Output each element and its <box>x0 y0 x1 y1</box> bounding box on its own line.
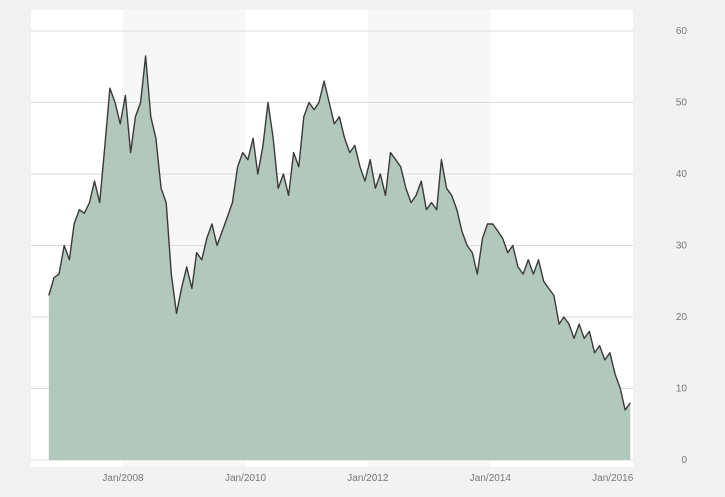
x-axis: Jan/2008 Jan/2010 Jan/2012 Jan/2014 Jan/2016 <box>102 473 633 484</box>
y-axis-right: 0 10 20 30 40 50 60 <box>676 26 688 466</box>
x-tick-label: Jan/2012 <box>347 473 389 484</box>
series-area <box>48 56 631 460</box>
x-tick-label: Jan/2016 <box>592 473 634 484</box>
y-tick-label: 30 <box>676 241 688 252</box>
y-tick-label: 40 <box>676 169 688 180</box>
y-tick-label: 0 <box>681 455 687 466</box>
series-line <box>48 55 631 411</box>
x-tick-label: Jan/2008 <box>102 473 144 484</box>
y-tick-label: 50 <box>676 98 688 109</box>
y-tick-label: 60 <box>676 26 688 37</box>
x-tick-label: Jan/2010 <box>225 473 267 484</box>
y-tick-label: 20 <box>676 312 688 323</box>
y-tick-label: 10 <box>676 384 688 395</box>
x-tick-label: Jan/2014 <box>470 473 512 484</box>
